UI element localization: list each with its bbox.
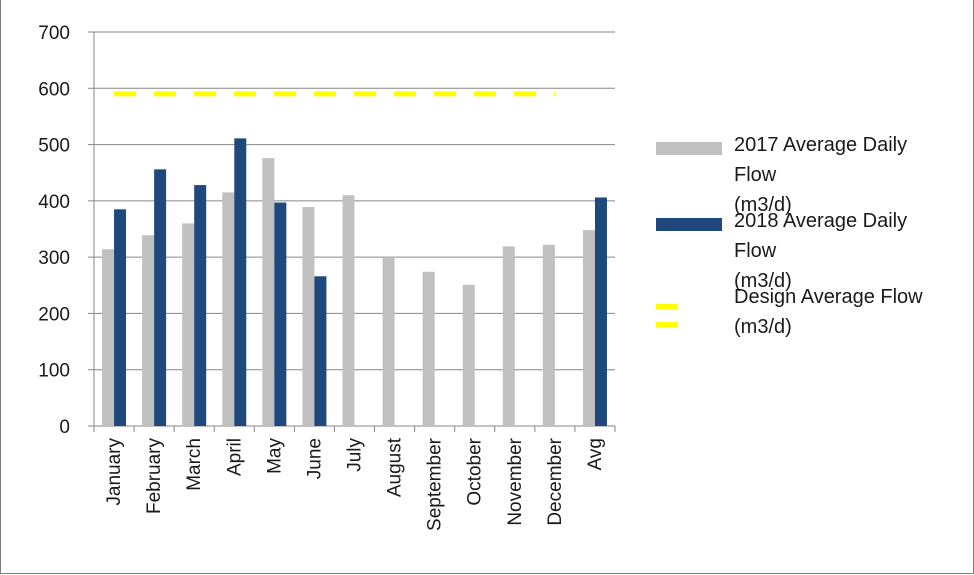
y-tick-label: 500: [38, 136, 70, 157]
x-tick-label: September: [425, 437, 446, 531]
y-tick-label: 300: [38, 248, 70, 269]
bar-2018: [234, 138, 247, 426]
x-tick-label: Avg: [585, 438, 606, 470]
bar-2017: [102, 249, 115, 426]
legend-item-2018: 2018 Average Daily Flow (m3/d): [656, 206, 966, 292]
bar-2017: [182, 223, 195, 426]
bar-2018: [114, 209, 127, 426]
x-tick-label: December: [545, 437, 566, 525]
bar-2018: [194, 185, 207, 426]
x-tick-label: May: [264, 438, 285, 474]
y-tick-label: 600: [38, 79, 70, 100]
bar-2017: [262, 158, 275, 426]
x-tick-label: March: [184, 438, 205, 491]
x-tick-label: January: [104, 438, 125, 506]
legend-label-2018: 2018 Average Daily Flow (m3/d): [734, 206, 964, 296]
legend-label-line: Flow: [734, 240, 777, 262]
legend-swatch-2017: [656, 142, 722, 155]
legend-label-line: (m3/d): [734, 316, 792, 338]
legend-swatch-2018: [656, 218, 722, 231]
x-tick-label: August: [385, 437, 406, 497]
bar-2018: [594, 197, 607, 426]
bar-2018: [274, 202, 287, 426]
legend-label-line: Flow: [734, 164, 777, 186]
legend-label-line: 2018 Average Daily: [734, 210, 908, 232]
bar-2017: [462, 284, 475, 426]
bar-2017: [382, 257, 395, 426]
y-tick-label: 700: [38, 23, 70, 44]
x-tick-label: July: [345, 438, 366, 472]
bar-2017: [342, 195, 355, 426]
bar-2017: [222, 192, 235, 426]
legend-swatch-design: [656, 296, 722, 327]
bar-2017: [502, 246, 515, 426]
legend-label-line: 2017 Average Daily: [734, 134, 908, 156]
bar-2017: [422, 271, 435, 426]
bar-2018: [154, 169, 167, 426]
y-tick-label: 200: [38, 304, 70, 325]
legend-label-design: Design Average Flow (m3/d): [734, 282, 964, 342]
x-tick-label: February: [144, 438, 165, 515]
legend-label-line: (m3/d): [734, 270, 792, 292]
x-tick-label: June: [304, 438, 325, 479]
bar-2017: [302, 207, 315, 426]
bar-2018: [314, 276, 327, 426]
chart-legend: 2017 Average Daily Flow (m3/d) 2018 Aver…: [656, 130, 966, 358]
x-tick-label: November: [505, 437, 526, 525]
y-tick-label: 400: [38, 192, 70, 213]
legend-label-line: Design Average Flow: [734, 286, 923, 308]
legend-label-2017: 2017 Average Daily Flow (m3/d): [734, 130, 964, 220]
y-tick-label: 100: [38, 361, 70, 382]
x-tick-label: April: [224, 438, 245, 476]
legend-item-2017: 2017 Average Daily Flow (m3/d): [656, 130, 966, 216]
bar-2017: [142, 235, 155, 426]
bar-2017: [582, 230, 595, 426]
legend-label-line: (m3/d): [734, 194, 792, 216]
x-tick-label: October: [465, 437, 486, 505]
legend-item-design: Design Average Flow (m3/d): [656, 282, 966, 340]
y-tick-label: 0: [59, 417, 70, 438]
bar-2017: [542, 244, 555, 426]
